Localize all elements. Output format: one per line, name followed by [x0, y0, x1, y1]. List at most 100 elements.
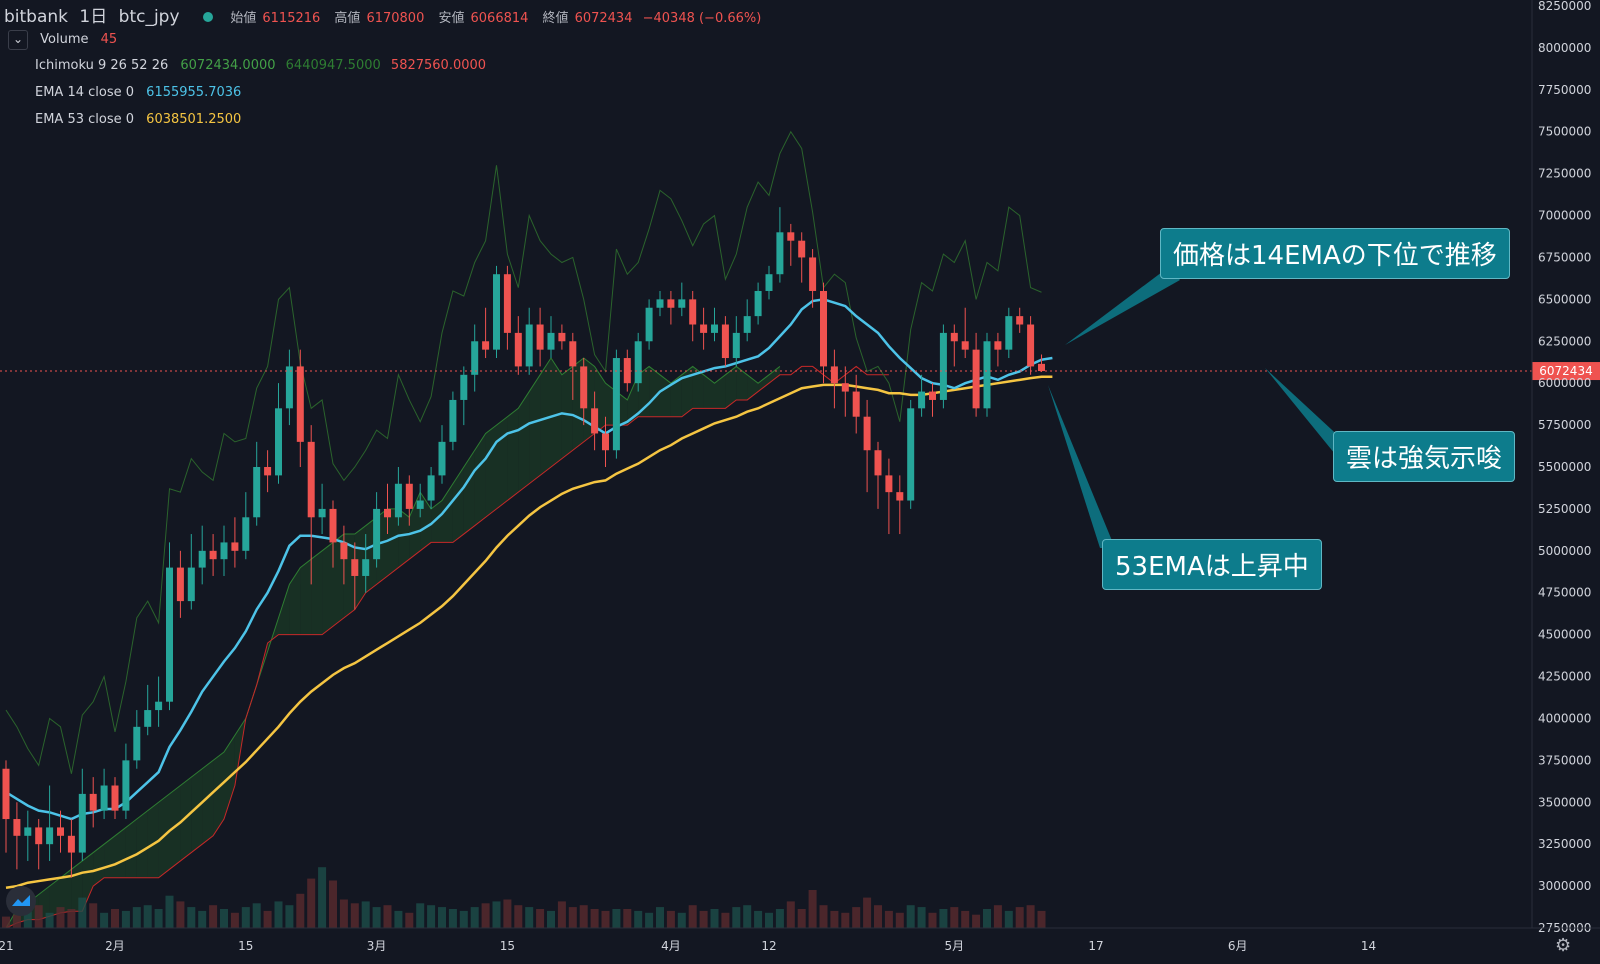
volume-bar — [590, 909, 599, 928]
time-tick-label: 5月 — [944, 939, 964, 953]
candle-body — [896, 492, 904, 501]
cloud-segment — [60, 869, 72, 913]
tradingview-logo-icon[interactable] — [6, 886, 36, 916]
candle-body — [678, 299, 686, 308]
ema-lines — [5, 298, 1053, 890]
price-tick-label: 3500000 — [1538, 795, 1591, 809]
candle-body — [612, 358, 620, 451]
candle-body — [362, 559, 370, 576]
volume-bar — [34, 905, 43, 928]
last-price-line: 6072434 — [0, 362, 1600, 381]
market-status-icon — [202, 12, 213, 22]
volume-bar — [1015, 907, 1024, 928]
volume-bar — [220, 909, 228, 928]
cloud-segment — [125, 819, 137, 878]
chevron-down-icon[interactable]: ⌄ — [8, 30, 28, 50]
price-tick-label: 3750000 — [1538, 753, 1591, 767]
volume-bar — [470, 907, 479, 928]
volume-bar — [154, 909, 163, 928]
volume-bar — [634, 910, 643, 928]
candle-body — [67, 835, 75, 853]
candle-body — [689, 299, 697, 325]
volume-bar — [601, 910, 610, 928]
candle-body — [155, 701, 163, 711]
candle-body — [416, 500, 424, 509]
volume-bar — [372, 907, 381, 928]
candle-body — [885, 475, 893, 493]
candle-body — [994, 341, 1002, 350]
gear-icon[interactable]: ⚙ — [1555, 935, 1572, 956]
candle-body — [972, 349, 980, 409]
cloud-segment — [191, 768, 203, 853]
candle-body — [405, 483, 413, 509]
candle-body — [569, 341, 577, 367]
cloud-segment — [147, 802, 159, 878]
volume-bar — [503, 899, 512, 928]
candle-body — [939, 332, 947, 400]
volume-bar — [1004, 910, 1013, 928]
candle-body — [340, 542, 348, 560]
volume-bar — [339, 899, 348, 928]
price-tick-label: 3000000 — [1538, 879, 1591, 893]
candle-body — [700, 324, 708, 333]
volume-bar — [721, 912, 730, 928]
candle-body — [318, 508, 326, 518]
cloud-segment — [322, 542, 333, 635]
exchange-name[interactable]: bitbank — [4, 7, 69, 27]
volume-bar — [67, 909, 76, 928]
volume-bar — [775, 909, 784, 928]
cloud-segment — [660, 374, 671, 417]
volume-bar — [350, 903, 359, 928]
cloud-segment — [398, 508, 410, 568]
time-tick-label: 15 — [500, 939, 515, 953]
candle-body — [438, 441, 446, 476]
volume-bar — [557, 901, 566, 928]
cloud-segment — [82, 852, 94, 912]
candle-body — [89, 793, 97, 811]
price-tick-label: 7500000 — [1538, 125, 1591, 139]
candles — [2, 207, 1045, 878]
volume-bar — [318, 867, 327, 928]
candle-body — [591, 408, 599, 434]
candle-body — [907, 408, 915, 501]
volume-bar — [329, 880, 337, 928]
cloud-segment — [692, 366, 704, 409]
volume-bar — [547, 910, 555, 928]
volume-bar — [765, 912, 773, 928]
candle-body — [78, 793, 86, 853]
candle-body — [275, 408, 282, 476]
candle-body — [623, 358, 631, 384]
volume-bar — [950, 907, 959, 928]
volume-bar — [983, 909, 991, 928]
candle-body — [1016, 316, 1024, 325]
cloud-segment — [278, 584, 290, 635]
volume-bar — [623, 909, 632, 928]
cloud-segment — [442, 483, 453, 543]
candle-body — [329, 508, 337, 543]
volume-bar — [481, 903, 490, 928]
cloud-segment — [485, 425, 497, 518]
legend-ichimoku: Ichimoku 9 26 52 26 6072434.0000 6440947… — [35, 58, 487, 73]
candle-body — [35, 827, 43, 845]
volume-bar — [819, 905, 828, 928]
candle-body — [536, 324, 544, 350]
time-tick-label: 17 — [1088, 939, 1103, 953]
symbol-name[interactable]: btc_jpy — [118, 7, 180, 27]
candle-body — [743, 316, 751, 333]
cloud-segment — [758, 374, 769, 392]
candle-body — [307, 441, 315, 518]
volume-bar — [132, 907, 141, 928]
volume-bar — [209, 905, 218, 928]
candle-body — [558, 332, 566, 342]
candle-body — [24, 827, 32, 836]
candle-body — [285, 366, 293, 409]
volume-bar — [23, 910, 32, 928]
candle-body — [929, 391, 936, 400]
candle-body — [351, 559, 359, 576]
candle-body — [13, 819, 21, 836]
interval-label[interactable]: 1日 — [79, 7, 108, 27]
volume-bar — [176, 901, 185, 928]
price-tick-label: 4000000 — [1538, 711, 1591, 725]
